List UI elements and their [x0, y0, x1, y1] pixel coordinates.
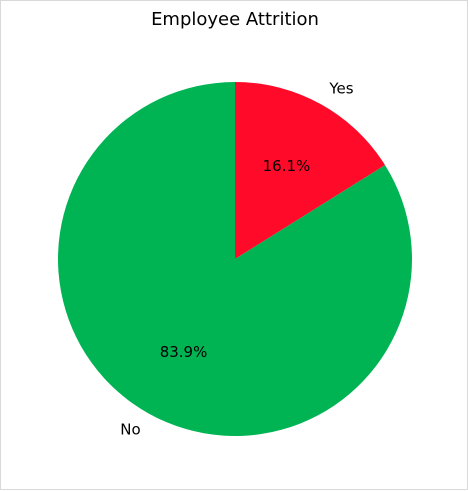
pie-category-label-yes: Yes	[328, 80, 353, 98]
chart-title: Employee Attrition	[151, 9, 319, 30]
pie-pct-label-no: 83.9%	[160, 343, 208, 361]
pie-category-label-no: No	[120, 420, 140, 438]
pie-slice-yes	[235, 82, 386, 259]
pie-pct-label-yes: 16.1%	[263, 157, 311, 175]
pie-slice-no	[57, 82, 413, 436]
